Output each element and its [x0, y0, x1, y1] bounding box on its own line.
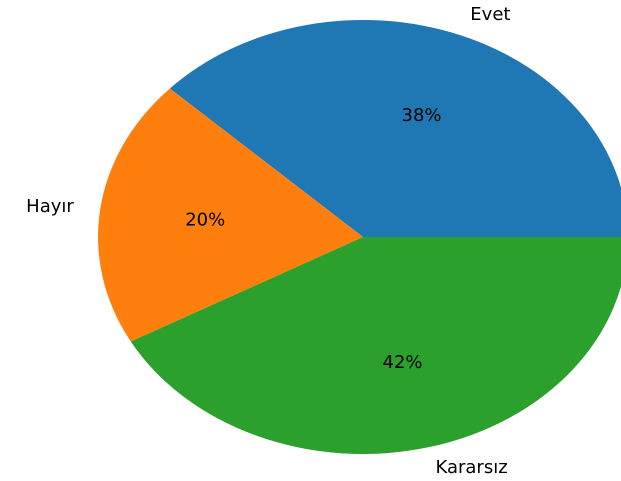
pie-slice — [97, 88, 363, 342]
pie-slice — [130, 237, 621, 454]
value-label: 42% — [383, 352, 423, 373]
pie-slice — [169, 20, 621, 237]
slice-label: Hayır — [26, 196, 74, 217]
value-label: 20% — [185, 210, 225, 231]
slice-label: Kararsız — [435, 457, 507, 478]
value-label: 38% — [402, 105, 442, 126]
slice-label: Evet — [470, 4, 510, 25]
